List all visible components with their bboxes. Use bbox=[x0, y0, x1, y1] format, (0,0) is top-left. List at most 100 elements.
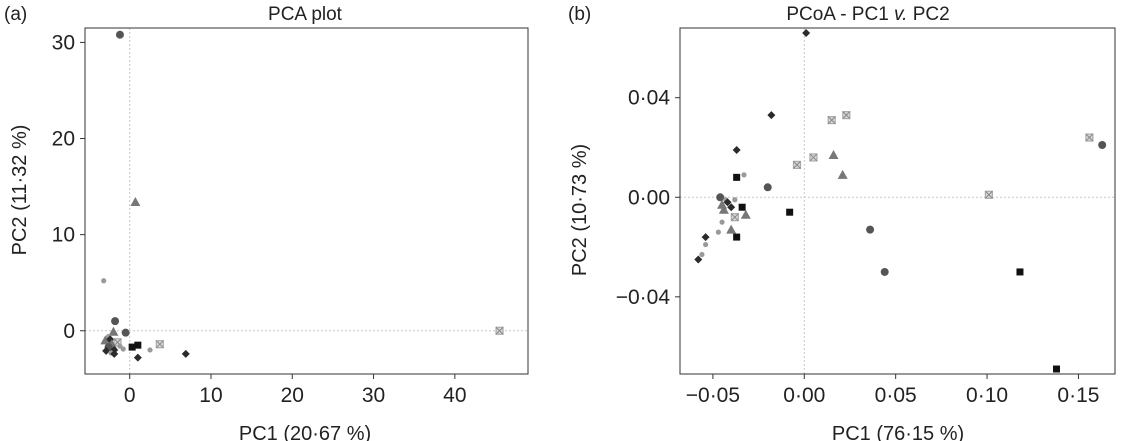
panel-b-point-5 bbox=[1098, 140, 1107, 149]
panel-b-point-4 bbox=[1085, 133, 1094, 142]
panel-b-point-30 bbox=[701, 233, 710, 242]
panel-a-point-0 bbox=[115, 30, 124, 39]
panel-a-point-24-shape bbox=[181, 349, 190, 358]
panel-b-point-28 bbox=[715, 229, 721, 235]
panel-b-point-17 bbox=[723, 198, 732, 207]
panel-a-point-15-shape bbox=[102, 346, 111, 355]
panel-a-point-17-shape bbox=[110, 349, 119, 358]
panel-a-point-3-cross-2 bbox=[495, 326, 504, 335]
panel-a-point-19-shape bbox=[128, 343, 136, 351]
panel-a-ytick-label-1: 10 bbox=[52, 224, 75, 247]
panel-b-point-23 bbox=[786, 208, 794, 216]
panel-b-xtick-label-4: 0·15 bbox=[1057, 384, 1099, 407]
panel-a-point-20 bbox=[134, 341, 142, 349]
panel-b-label: (b) bbox=[568, 4, 591, 25]
panel-b-point-25-cross-2 bbox=[730, 213, 739, 222]
panel-b-point-29-shape bbox=[866, 225, 875, 234]
panel-a-ylabel: PC2 (11·32 %) bbox=[9, 125, 31, 256]
panel-b-point-2-cross-2 bbox=[827, 116, 836, 124]
panel-a-point-8 bbox=[100, 335, 111, 345]
panel-a-xlabel: PC1 (20·67 %) bbox=[239, 423, 371, 441]
panel-b-point-14 bbox=[984, 190, 993, 199]
panel-b-point-22-shape bbox=[718, 204, 729, 214]
panel-a-point-8-shape bbox=[100, 335, 111, 345]
panel-b-point-36-shape bbox=[1016, 268, 1024, 276]
panel-b-xtick-label-3: 0·10 bbox=[966, 384, 1008, 407]
panel-a-point-2 bbox=[101, 278, 107, 284]
panel-b-point-33 bbox=[699, 251, 705, 258]
panel-a-xtick-label-4: 40 bbox=[443, 384, 466, 407]
panel-a-xtick-label-2: 20 bbox=[281, 384, 304, 407]
panel-b-ytick-label-0: −0·04 bbox=[616, 286, 671, 309]
panel-b-point-10 bbox=[837, 169, 848, 179]
panel-b-point-11-shape bbox=[741, 172, 747, 178]
panel-a-point-20-shape bbox=[134, 341, 142, 349]
panel-b-point-23-shape bbox=[786, 208, 794, 216]
panel-b-title: PCoA - PC1 v. PC2 bbox=[786, 4, 949, 25]
panel-b-point-6-shape bbox=[732, 145, 741, 154]
panel-a-point-18 bbox=[120, 346, 126, 352]
panel-a-point-10-cross-2 bbox=[113, 338, 122, 347]
panel-b-point-10-shape bbox=[837, 169, 848, 179]
panel-b-point-20-shape bbox=[727, 203, 736, 212]
panel-b-point-33-shape bbox=[699, 251, 705, 258]
panel-a-ytick-label-2: 20 bbox=[52, 128, 75, 151]
panel-b-point-20 bbox=[727, 203, 736, 212]
panel-a-point-23-shape bbox=[133, 353, 142, 362]
panel-b-point-18-shape bbox=[732, 197, 738, 203]
panel-a-point-24 bbox=[181, 349, 190, 358]
panel-b-point-9-cross-2 bbox=[793, 161, 801, 169]
panel-b-point-25 bbox=[730, 213, 739, 222]
panel-b-title-part-2: v. bbox=[894, 4, 907, 25]
panel-b-point-21-shape bbox=[738, 203, 746, 211]
panel-b-point-8-cross-2 bbox=[809, 153, 818, 162]
panel-b-point-6 bbox=[732, 145, 741, 154]
panel-b-xtick-label-1: 0·00 bbox=[783, 384, 825, 407]
panel-b-point-5-shape bbox=[1098, 140, 1107, 149]
panel-a-point-6 bbox=[108, 326, 119, 336]
panel-b-point-24 bbox=[740, 209, 751, 219]
panel-b-point-15-shape bbox=[716, 193, 725, 202]
panel-a-xtick-label-3: 30 bbox=[362, 384, 385, 407]
panel-b-point-31 bbox=[733, 233, 741, 241]
panel-a-point-1-shape bbox=[130, 196, 141, 206]
panel-b-point-3 bbox=[842, 111, 851, 120]
panel-b-point-15 bbox=[716, 193, 725, 202]
panel-a-point-0-shape bbox=[115, 30, 124, 39]
panel-a-point-6-shape bbox=[108, 326, 119, 336]
panel-b-point-31-shape bbox=[733, 233, 741, 241]
panel-a-point-21-shape bbox=[147, 347, 153, 353]
panel-a-ytick-label-0: 0 bbox=[63, 320, 75, 343]
panel-a-point-5-shape bbox=[121, 328, 130, 337]
panel-b-point-27-shape bbox=[726, 224, 737, 234]
panel-b-point-27 bbox=[726, 224, 737, 234]
panel-b-title-part-1: PCoA - PC1 bbox=[786, 4, 894, 25]
panel-b-point-1 bbox=[767, 111, 776, 120]
panel-b-point-35 bbox=[880, 267, 889, 276]
panel-b-point-28-shape bbox=[715, 229, 721, 235]
panel-b-ylabel: PC2 (10·73 %) bbox=[569, 144, 591, 276]
panel-a-point-15 bbox=[102, 346, 111, 355]
panel-b-point-0-shape bbox=[802, 28, 811, 37]
panel-b-point-0 bbox=[802, 28, 811, 37]
panel-b-xlabel: PC1 (76·15 %) bbox=[832, 423, 964, 441]
panel-a-title: PCA plot bbox=[268, 4, 343, 25]
panel-b-point-21 bbox=[738, 203, 746, 211]
panel-b-point-9 bbox=[792, 160, 802, 170]
panel-b-ytick-label-1: 0·00 bbox=[628, 186, 670, 209]
panel-a-point-5 bbox=[121, 328, 130, 337]
panel-b-point-24-shape bbox=[740, 209, 751, 219]
panel-b-point-35-shape bbox=[880, 267, 889, 276]
panel-b-point-37-shape bbox=[1053, 365, 1061, 373]
panel-a-point-18-shape bbox=[120, 346, 126, 352]
panel-b-point-13 bbox=[763, 183, 772, 192]
panel-a-frame bbox=[84, 27, 529, 375]
panel-b-point-32 bbox=[702, 241, 709, 248]
panel-a-point-4-shape bbox=[111, 317, 120, 326]
panel-b-point-30-shape bbox=[701, 233, 710, 242]
panel-b-point-26 bbox=[719, 219, 725, 225]
panel-b-frame bbox=[679, 27, 1116, 375]
panel-a-point-22 bbox=[155, 340, 164, 349]
panel-b-point-7 bbox=[828, 149, 839, 159]
